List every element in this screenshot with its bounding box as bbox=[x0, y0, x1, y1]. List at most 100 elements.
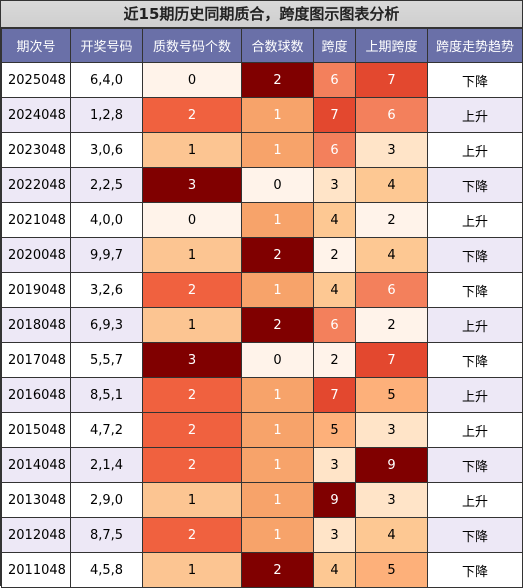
cell-period: 2017048 bbox=[1, 342, 71, 378]
cell-period: 2020048 bbox=[1, 237, 71, 273]
cell-span: 6 bbox=[313, 132, 356, 168]
cell-span: 4 bbox=[313, 272, 356, 308]
cell-numbers: 8,5,1 bbox=[70, 377, 143, 413]
cell-composite-count: 2 bbox=[241, 62, 314, 98]
cell-prev-span: 2 bbox=[355, 202, 428, 238]
cell-trend: 上升 bbox=[427, 412, 523, 448]
cell-period: 2013048 bbox=[1, 482, 71, 518]
cell-prev-span: 2 bbox=[355, 307, 428, 343]
cell-period: 2018048 bbox=[1, 307, 71, 343]
header-period: 期次号 bbox=[1, 28, 71, 63]
cell-composite-count: 1 bbox=[241, 97, 314, 133]
cell-span: 3 bbox=[313, 167, 356, 203]
cell-prev-span: 3 bbox=[355, 412, 428, 448]
cell-trend: 下降 bbox=[427, 342, 523, 378]
cell-numbers: 3,0,6 bbox=[70, 132, 143, 168]
cell-numbers: 8,7,5 bbox=[70, 517, 143, 553]
cell-composite-count: 1 bbox=[241, 447, 314, 483]
cell-trend: 下降 bbox=[427, 552, 523, 588]
table-row: 2018048 6,9,3 1 2 6 2 上升 bbox=[1, 307, 523, 343]
cell-numbers: 3,2,6 bbox=[70, 272, 143, 308]
cell-span: 3 bbox=[313, 447, 356, 483]
cell-trend: 上升 bbox=[427, 202, 523, 238]
cell-prev-span: 9 bbox=[355, 447, 428, 483]
cell-prime-count: 0 bbox=[142, 202, 242, 238]
cell-period: 2019048 bbox=[1, 272, 71, 308]
cell-prev-span: 7 bbox=[355, 62, 428, 98]
cell-composite-count: 1 bbox=[241, 482, 314, 518]
cell-span: 2 bbox=[313, 237, 356, 273]
cell-period: 2025048 bbox=[1, 62, 71, 98]
header-prev-span: 上期跨度 bbox=[355, 28, 428, 63]
cell-prime-count: 2 bbox=[142, 517, 242, 553]
cell-trend: 下降 bbox=[427, 62, 523, 98]
cell-prev-span: 6 bbox=[355, 272, 428, 308]
cell-trend: 上升 bbox=[427, 97, 523, 133]
cell-prime-count: 2 bbox=[142, 97, 242, 133]
cell-span: 7 bbox=[313, 97, 356, 133]
cell-period: 2014048 bbox=[1, 447, 71, 483]
cell-prime-count: 2 bbox=[142, 412, 242, 448]
cell-numbers: 2,2,5 bbox=[70, 167, 143, 203]
cell-numbers: 4,0,0 bbox=[70, 202, 143, 238]
cell-numbers: 4,5,8 bbox=[70, 552, 143, 588]
cell-period: 2022048 bbox=[1, 167, 71, 203]
header-row: 期次号 开奖号码 质数号码个数 合数球数 跨度 上期跨度 跨度走势趋势 bbox=[1, 28, 523, 63]
header-trend: 跨度走势趋势 bbox=[427, 28, 523, 63]
cell-prev-span: 5 bbox=[355, 377, 428, 413]
cell-span: 5 bbox=[313, 412, 356, 448]
table-row: 2025048 6,4,0 0 2 6 7 下降 bbox=[1, 62, 523, 98]
cell-composite-count: 2 bbox=[241, 552, 314, 588]
cell-trend: 上升 bbox=[427, 132, 523, 168]
table-row: 2015048 4,7,2 2 1 5 3 上升 bbox=[1, 412, 523, 448]
cell-prev-span: 3 bbox=[355, 482, 428, 518]
cell-period: 2016048 bbox=[1, 377, 71, 413]
cell-composite-count: 2 bbox=[241, 237, 314, 273]
cell-span: 2 bbox=[313, 342, 356, 378]
cell-span: 6 bbox=[313, 62, 356, 98]
cell-composite-count: 1 bbox=[241, 377, 314, 413]
cell-composite-count: 1 bbox=[241, 132, 314, 168]
cell-prev-span: 7 bbox=[355, 342, 428, 378]
header-prime-count: 质数号码个数 bbox=[142, 28, 242, 63]
cell-period: 2023048 bbox=[1, 132, 71, 168]
cell-period: 2012048 bbox=[1, 517, 71, 553]
cell-numbers: 9,9,7 bbox=[70, 237, 143, 273]
cell-period: 2011048 bbox=[1, 552, 71, 588]
cell-prev-span: 4 bbox=[355, 167, 428, 203]
cell-trend: 上升 bbox=[427, 307, 523, 343]
cell-trend: 下降 bbox=[427, 167, 523, 203]
cell-span: 9 bbox=[313, 482, 356, 518]
cell-numbers: 6,4,0 bbox=[70, 62, 143, 98]
header-numbers: 开奖号码 bbox=[70, 28, 143, 63]
cell-prime-count: 1 bbox=[142, 132, 242, 168]
cell-prime-count: 1 bbox=[142, 482, 242, 518]
cell-trend: 下降 bbox=[427, 272, 523, 308]
cell-prev-span: 3 bbox=[355, 132, 428, 168]
table-row: 2012048 8,7,5 2 1 3 4 下降 bbox=[1, 517, 523, 553]
table-row: 2011048 4,5,8 1 2 4 5 下降 bbox=[1, 552, 523, 588]
cell-prime-count: 1 bbox=[142, 307, 242, 343]
cell-prime-count: 1 bbox=[142, 237, 242, 273]
cell-numbers: 2,9,0 bbox=[70, 482, 143, 518]
cell-composite-count: 1 bbox=[241, 517, 314, 553]
cell-trend: 下降 bbox=[427, 237, 523, 273]
cell-composite-count: 0 bbox=[241, 167, 314, 203]
cell-trend: 上升 bbox=[427, 377, 523, 413]
cell-trend: 下降 bbox=[427, 447, 523, 483]
cell-prime-count: 1 bbox=[142, 552, 242, 588]
table-row: 2016048 8,5,1 2 1 7 5 上升 bbox=[1, 377, 523, 413]
cell-composite-count: 2 bbox=[241, 307, 314, 343]
table-row: 2022048 2,2,5 3 0 3 4 下降 bbox=[1, 167, 523, 203]
cell-numbers: 4,7,2 bbox=[70, 412, 143, 448]
cell-span: 4 bbox=[313, 202, 356, 238]
cell-span: 7 bbox=[313, 377, 356, 413]
table-row: 2024048 1,2,8 2 1 7 6 上升 bbox=[1, 97, 523, 133]
cell-period: 2021048 bbox=[1, 202, 71, 238]
header-composite-count: 合数球数 bbox=[241, 28, 314, 63]
cell-trend: 下降 bbox=[427, 517, 523, 553]
cell-period: 2015048 bbox=[1, 412, 71, 448]
cell-prev-span: 6 bbox=[355, 97, 428, 133]
cell-numbers: 2,1,4 bbox=[70, 447, 143, 483]
